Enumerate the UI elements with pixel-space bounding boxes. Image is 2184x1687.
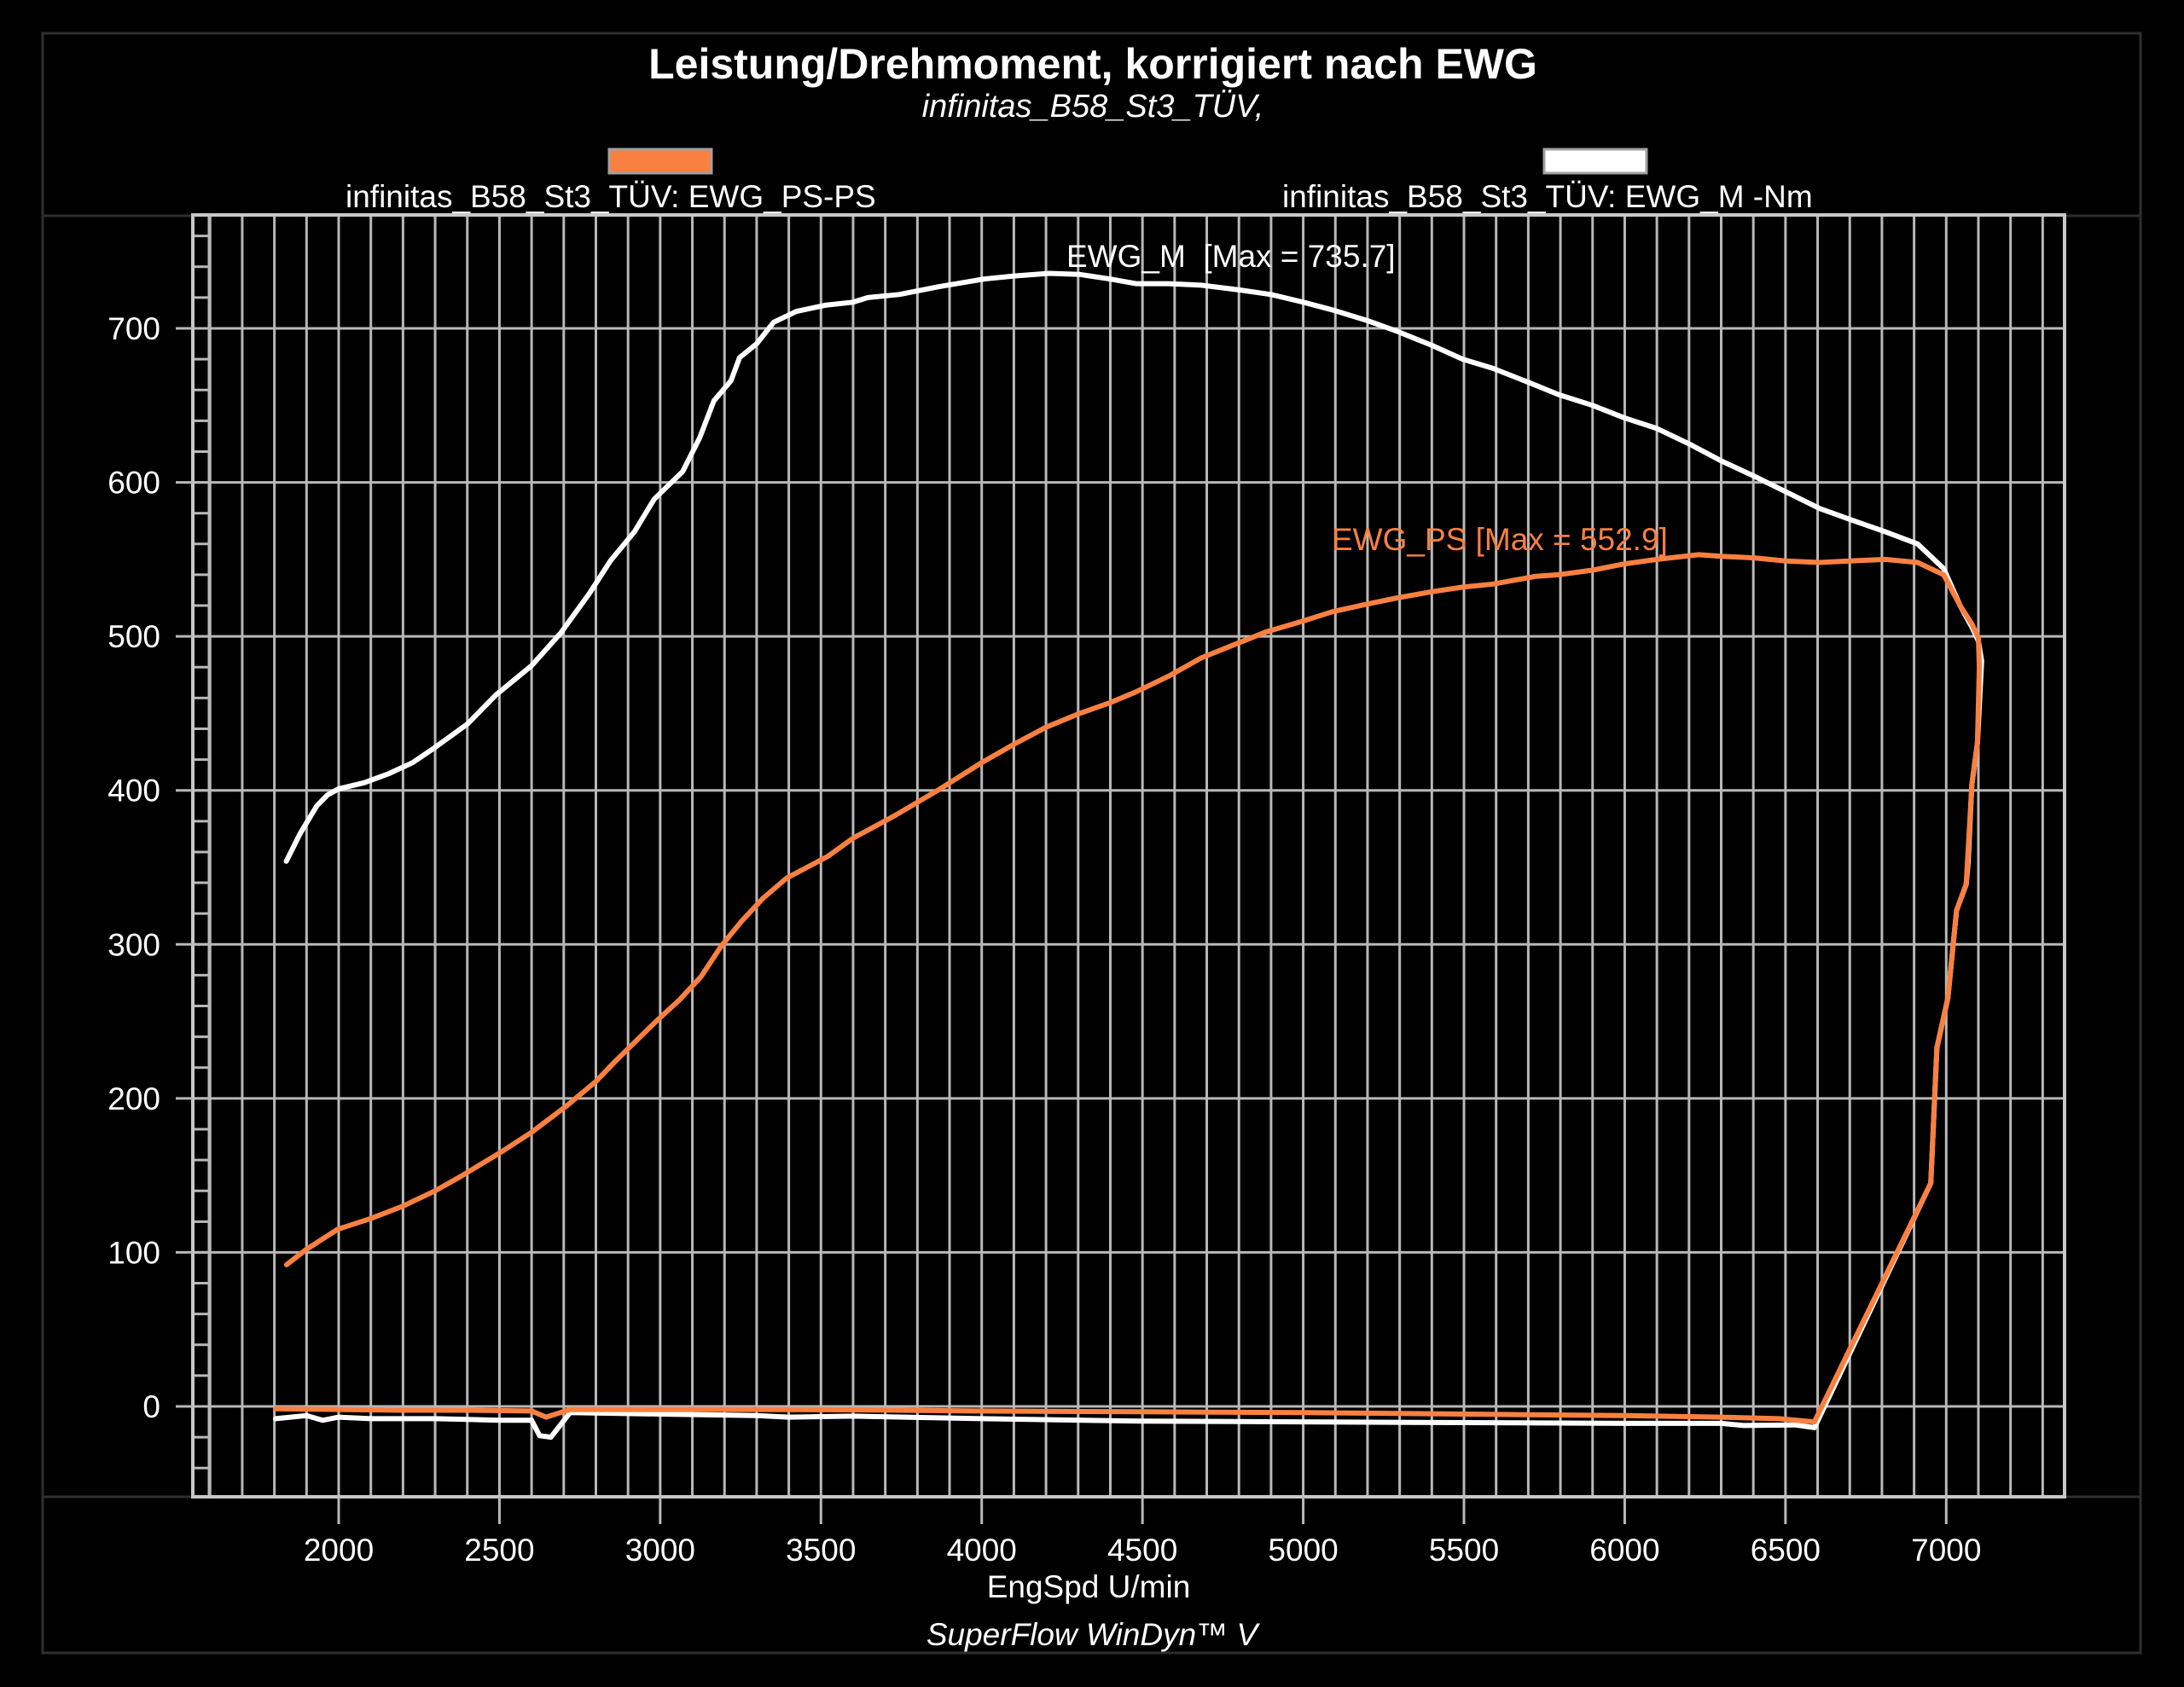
horizontal-gridlines — [193, 327, 2065, 1408]
legend-label-torque: infinitas_B58_St3_TÜV: EWG_M -Nm — [1282, 179, 1813, 214]
x-axis-title: EngSpd U/min — [987, 1569, 1191, 1604]
x-tick-label: 6000 — [1589, 1533, 1659, 1568]
footer-text: SuperFlow WinDyn™ V — [926, 1617, 1261, 1652]
legend-label-power: infinitas_B58_St3_TÜV: EWG_PS-PS — [346, 179, 876, 214]
y-tick-label: 200 — [107, 1081, 160, 1116]
legend-item-torque[interactable]: infinitas_B58_St3_TÜV: EWG_M -Nm — [1282, 148, 1813, 214]
series-layer — [273, 270, 1984, 1441]
power-max-annotation: EWG_PS [Max = 552.9] — [1332, 522, 1668, 557]
y-tick-label: 400 — [107, 774, 160, 809]
y-tick-label: 300 — [107, 927, 160, 962]
x-tick-label: 6500 — [1751, 1533, 1821, 1568]
y-tick-label: 100 — [107, 1235, 160, 1270]
plot-area: EWG_M [Max = 735.7] EWG_PS [Max = 552.9] — [191, 213, 2066, 1499]
legend-item-power[interactable]: infinitas_B58_St3_TÜV: EWG_PS-PS — [346, 148, 876, 214]
chart-title: Leistung/Drehmoment, korrigiert nach EWG — [648, 40, 1537, 88]
x-tick-label: 4500 — [1107, 1533, 1177, 1568]
x-tick-label: 2000 — [304, 1533, 374, 1568]
x-tick-label: 5500 — [1429, 1533, 1499, 1568]
x-tick-label: 3000 — [625, 1533, 695, 1568]
chart-subtitle: infinitas_B58_St3_TÜV, — [922, 89, 1264, 125]
y-axis: 0 100 200 300 400 500 600 700 — [107, 311, 193, 1424]
y-tick-label: 700 — [107, 311, 160, 346]
vertical-gridlines — [208, 215, 2044, 1497]
plot-border — [191, 213, 2066, 1499]
x-tick-label: 4000 — [947, 1533, 1017, 1568]
x-tick-label: 3500 — [786, 1533, 856, 1568]
y-tick-label: 600 — [107, 466, 160, 501]
legend-swatch-power — [607, 148, 713, 175]
x-tick-label: 5000 — [1268, 1533, 1338, 1568]
x-tick-label: 7000 — [1911, 1533, 1981, 1568]
legend: infinitas_B58_St3_TÜV: EWG_PS-PS infinit… — [346, 148, 1813, 214]
legend-swatch-torque — [1542, 148, 1648, 175]
series-line-power — [273, 552, 1983, 1425]
x-tick-label: 2500 — [464, 1533, 534, 1568]
x-axis: 2000 2500 3000 3500 4000 4500 5000 5500 6000 6500… — [304, 1497, 1981, 1568]
series-line-torque — [273, 270, 1984, 1441]
y-minor-ticks — [193, 215, 211, 1497]
y-tick-label: 0 — [142, 1389, 160, 1424]
outer-frame — [41, 32, 2142, 1655]
y-tick-label: 500 — [107, 619, 160, 654]
torque-max-annotation: EWG_M [Max = 735.7] — [1066, 239, 1396, 274]
